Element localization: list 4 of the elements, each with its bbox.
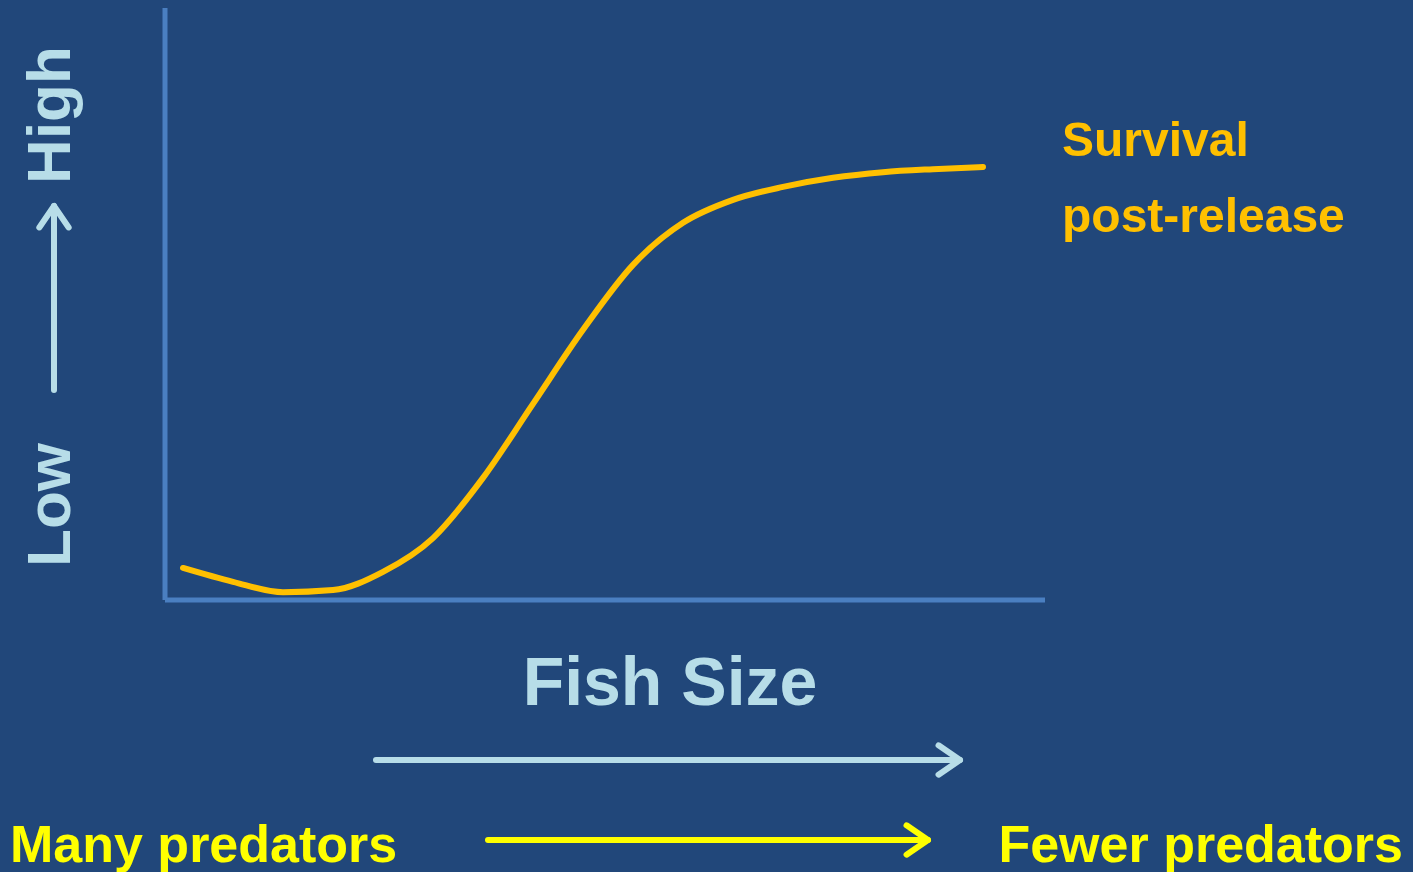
x-axis-title: Fish Size xyxy=(522,643,818,719)
text: Low xyxy=(14,442,83,567)
series-label: Survival post-release xyxy=(1062,113,1345,242)
text: High xyxy=(14,46,83,184)
